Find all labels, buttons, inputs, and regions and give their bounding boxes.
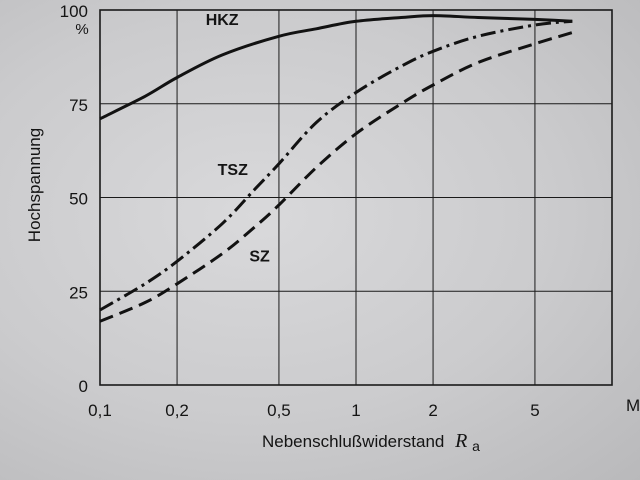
series-line-sz bbox=[99, 31, 573, 323]
x-tick-label-1: 1 bbox=[351, 401, 360, 420]
series-line-hkz bbox=[99, 14, 573, 121]
annotation-tsz: TSZ bbox=[218, 162, 248, 179]
y-tick-label-50: 50 bbox=[69, 190, 88, 209]
y-tick-label-100: 100 bbox=[60, 2, 88, 21]
annotation-sz: SZ bbox=[249, 248, 270, 265]
y-unit-label: % bbox=[75, 21, 88, 38]
x-axis-title: Nebenschlußwiderstand R a bbox=[262, 430, 480, 454]
x-axis-symbol: R bbox=[454, 430, 467, 452]
x-tick-label-5: 5 bbox=[530, 401, 539, 420]
x-axis-subscript: a bbox=[472, 438, 480, 454]
x-tick-label-2: 2 bbox=[428, 401, 437, 420]
y-tick-label-25: 25 bbox=[69, 283, 88, 302]
series-line-tsz bbox=[99, 19, 573, 312]
series-layer bbox=[99, 14, 573, 323]
y-tick-label-0: 0 bbox=[79, 377, 88, 396]
x-axis-title-text: Nebenschlußwiderstand bbox=[262, 432, 444, 451]
x-tick-label-0,2: 0,2 bbox=[165, 401, 189, 420]
grid-layer bbox=[99, 9, 613, 386]
y-axis-title: Hochspannung bbox=[25, 128, 44, 242]
annotation-hkz: HKZ bbox=[206, 12, 239, 29]
x-tick-label-0,1: 0,1 bbox=[88, 401, 112, 420]
x-unit-label: M bbox=[626, 396, 640, 415]
x-tick-label-0,5: 0,5 bbox=[267, 401, 291, 420]
y-tick-label-75: 75 bbox=[69, 96, 88, 115]
